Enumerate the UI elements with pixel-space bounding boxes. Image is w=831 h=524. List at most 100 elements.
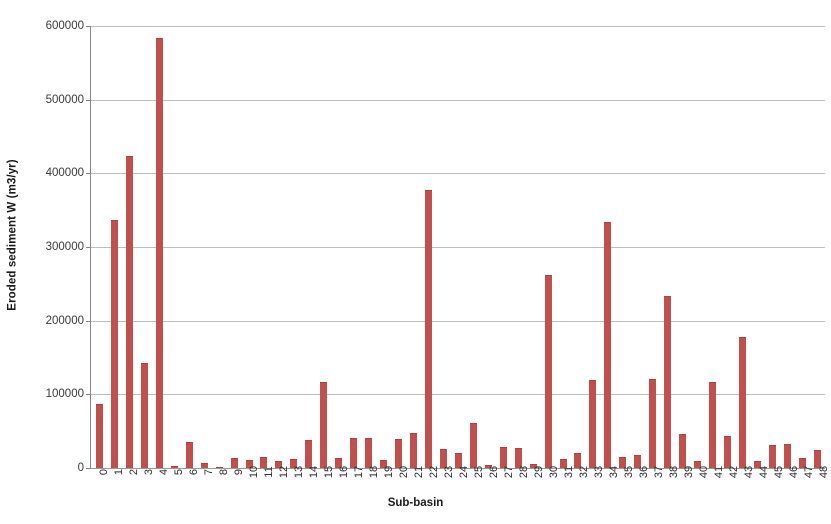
- bar-slot: [391, 26, 406, 468]
- bar[interactable]: [395, 439, 403, 468]
- bar-slot: [152, 26, 167, 468]
- bar-slot: [197, 26, 212, 468]
- bar[interactable]: [350, 437, 358, 468]
- bar-slot: [256, 26, 271, 468]
- bar-slot: [571, 26, 586, 468]
- bar-slot: [122, 26, 137, 468]
- bar[interactable]: [619, 456, 627, 468]
- bar[interactable]: [634, 454, 642, 468]
- x-tick-slot: 44: [750, 466, 770, 500]
- bar[interactable]: [185, 442, 193, 468]
- bar[interactable]: [783, 443, 791, 468]
- gridline: [91, 99, 825, 101]
- bar[interactable]: [454, 452, 462, 468]
- bar-slot: [406, 26, 421, 468]
- bar[interactable]: [604, 221, 612, 468]
- bar[interactable]: [574, 453, 582, 468]
- bar-slot: [346, 26, 361, 468]
- bar-slot: [810, 26, 825, 468]
- bar[interactable]: [320, 381, 328, 468]
- bar[interactable]: [768, 445, 776, 468]
- bar-slot: [735, 26, 750, 468]
- bar-slot: [511, 26, 526, 468]
- bar-slot: [331, 26, 346, 468]
- bar[interactable]: [245, 459, 253, 468]
- bar-slot: [481, 26, 496, 468]
- bar[interactable]: [813, 450, 821, 468]
- bar[interactable]: [738, 336, 746, 468]
- bar-slot: [600, 26, 615, 468]
- plot-area: [86, 26, 825, 469]
- x-tick-slot: 21: [406, 466, 425, 500]
- bar[interactable]: [424, 189, 432, 468]
- x-tick-slot: 13: [286, 466, 305, 500]
- bar[interactable]: [514, 448, 522, 468]
- x-tick-slot: 22: [421, 466, 440, 500]
- bar[interactable]: [559, 459, 567, 468]
- bar[interactable]: [484, 465, 492, 468]
- bar[interactable]: [469, 423, 477, 468]
- bar-slot: [466, 26, 481, 468]
- x-tick-slot: 24: [451, 466, 470, 500]
- bar[interactable]: [409, 432, 417, 468]
- x-tick-slot: 34: [600, 466, 620, 500]
- bar-slot: [630, 26, 645, 468]
- x-tick-slot: 38: [660, 466, 680, 500]
- bar[interactable]: [275, 460, 283, 468]
- bar[interactable]: [110, 219, 118, 468]
- bar[interactable]: [664, 296, 672, 468]
- x-tick-slot: 10: [241, 466, 260, 500]
- x-tick-slot: 18: [361, 466, 380, 500]
- bar[interactable]: [753, 460, 761, 468]
- x-tick-slot: 20: [391, 466, 410, 500]
- bar[interactable]: [798, 457, 806, 468]
- bar[interactable]: [529, 464, 537, 468]
- bar[interactable]: [140, 362, 148, 468]
- gridline: [91, 320, 825, 322]
- y-axis-tick-label: 500000: [45, 93, 84, 106]
- bar-slot: [137, 26, 152, 468]
- x-tick-slot: 28: [511, 466, 530, 500]
- bar[interactable]: [125, 156, 133, 468]
- x-tick-slot: 7: [196, 469, 215, 500]
- bar[interactable]: [649, 378, 657, 468]
- bar[interactable]: [439, 448, 447, 468]
- bar[interactable]: [305, 440, 313, 468]
- bar[interactable]: [155, 37, 163, 468]
- bar-slot: [765, 26, 780, 468]
- y-axis-tick-label: 0: [77, 462, 84, 474]
- x-tick-slot: 1: [106, 469, 125, 500]
- bar[interactable]: [709, 381, 717, 468]
- bar[interactable]: [724, 435, 731, 468]
- bar[interactable]: [260, 456, 268, 468]
- x-tick-slot: 27: [496, 466, 515, 500]
- x-tick-slot: 45: [765, 466, 785, 500]
- bar[interactable]: [589, 379, 597, 468]
- bar[interactable]: [335, 457, 343, 468]
- bar[interactable]: [170, 465, 178, 468]
- bar[interactable]: [290, 459, 298, 468]
- bar-slot: [720, 26, 735, 468]
- x-tick-slot: 17: [346, 466, 365, 500]
- y-axis-title-label: Eroded sediment W (m3/yr): [7, 159, 20, 311]
- bar-slot: [212, 26, 227, 468]
- x-tick-slot: 40: [690, 466, 710, 500]
- bar[interactable]: [365, 437, 373, 468]
- bar-slot: [690, 26, 705, 468]
- bar[interactable]: [544, 275, 552, 468]
- bar-slot: [795, 26, 810, 468]
- bar[interactable]: [215, 466, 223, 468]
- bar[interactable]: [499, 446, 507, 468]
- bar[interactable]: [694, 461, 702, 468]
- x-tick-slot: 25: [466, 466, 485, 500]
- bar[interactable]: [95, 403, 103, 468]
- y-axis-tick-label: 600000: [45, 20, 84, 32]
- bar[interactable]: [380, 459, 388, 468]
- bar[interactable]: [200, 462, 208, 468]
- x-tick-slot: 4: [151, 469, 170, 500]
- bar[interactable]: [679, 434, 687, 468]
- bar[interactable]: [230, 458, 238, 468]
- y-axis-tick-label: 100000: [45, 388, 84, 401]
- bar-slot: [92, 26, 107, 468]
